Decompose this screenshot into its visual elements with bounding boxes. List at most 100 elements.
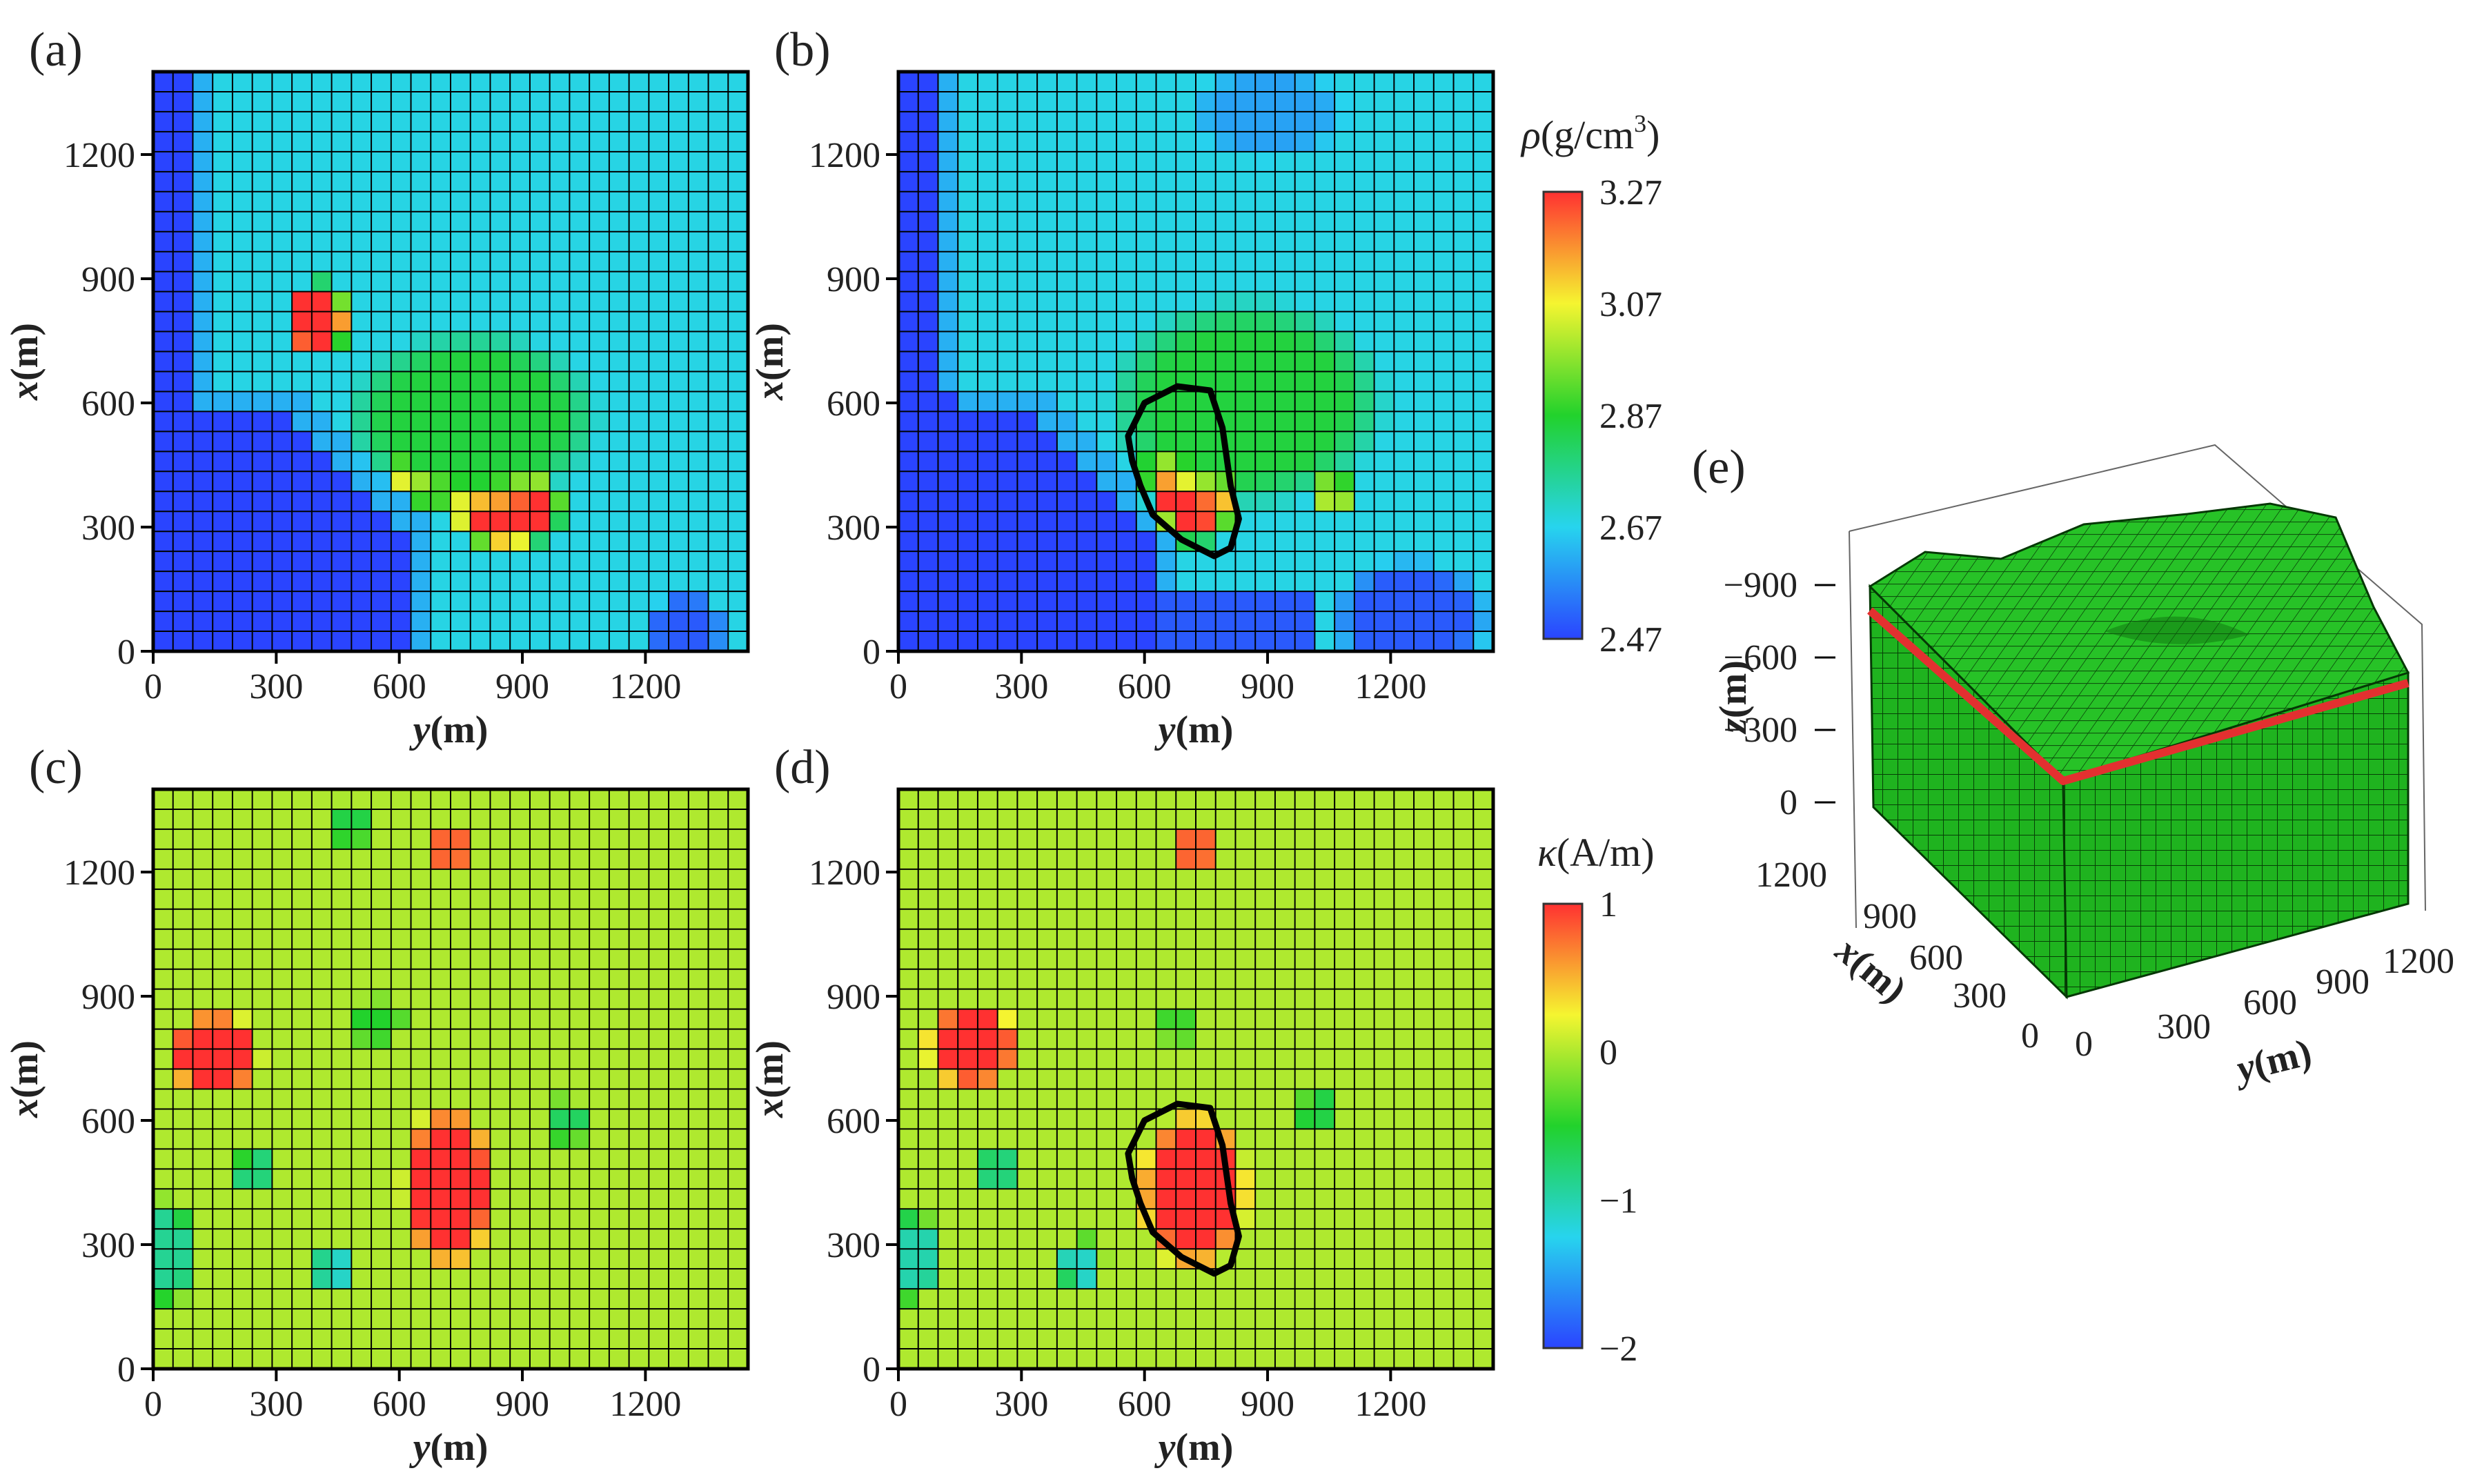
heatmap-cell [1056, 311, 1078, 333]
heatmap-cell [958, 631, 978, 652]
heatmap-cell [569, 1189, 590, 1209]
heatmap-cell [411, 1309, 431, 1329]
heatmap-cell [213, 1129, 233, 1149]
heatmap-cell [292, 949, 313, 970]
heatmap-cell [490, 191, 511, 212]
heatmap-cell [688, 291, 709, 313]
heatmap-cell [232, 151, 253, 172]
heatmap-cell [1414, 331, 1435, 353]
heatmap-cell [1354, 1229, 1375, 1249]
heatmap-cell [431, 411, 451, 432]
heatmap-cell [1156, 271, 1176, 293]
heatmap-cell [1235, 531, 1256, 552]
heatmap-cell [1473, 809, 1494, 830]
heatmap-cell [529, 1129, 551, 1149]
heatmap-cell [451, 1189, 471, 1209]
heatmap-cell [470, 969, 491, 990]
heatmap-cell [958, 551, 978, 572]
heatmap-cell [589, 611, 610, 632]
heatmap-cell [1294, 311, 1315, 333]
heatmap-cell [451, 1269, 471, 1289]
heatmap-cell [1215, 1349, 1236, 1369]
heatmap-cell [1215, 809, 1236, 830]
heatmap-cell [371, 511, 392, 532]
heatmap-cell [918, 291, 938, 313]
heatmap-cell [391, 411, 412, 432]
heatmap-cell [451, 1129, 471, 1149]
heatmap-cell [490, 1109, 511, 1129]
heatmap-cell [411, 231, 431, 253]
heatmap-cell [1096, 491, 1117, 512]
heatmap-cell [589, 869, 610, 890]
heatmap-cell [1136, 171, 1157, 192]
heatmap-cell [1136, 91, 1157, 112]
heatmap-cell [292, 1009, 313, 1030]
heatmap-cell [569, 829, 590, 850]
heatmap-cell [1235, 551, 1256, 572]
heatmap-cell [688, 271, 709, 293]
heatmap-cell [1314, 1049, 1335, 1070]
heatmap-cell [1433, 829, 1455, 850]
heatmap-cell [252, 511, 273, 532]
heatmap-cell [918, 391, 938, 412]
heatmap-cell [252, 1309, 273, 1329]
heatmap-cell [1334, 829, 1355, 850]
heatmap-cell [490, 1149, 511, 1169]
heatmap-cell [311, 231, 333, 253]
heatmap-cell [1354, 849, 1375, 870]
heatmap-cell [311, 1129, 333, 1149]
heatmap-cell [688, 611, 709, 632]
heatmap-cell [1017, 431, 1038, 452]
heatmap-cell [451, 809, 471, 830]
heatmap-cell [1017, 1089, 1038, 1109]
heatmap-cell [213, 231, 233, 253]
heatmap-cell [213, 371, 233, 392]
heatmap-cell [510, 1329, 531, 1349]
heatmap-cell [510, 1069, 531, 1089]
heatmap-cell [252, 909, 273, 930]
heatmap-cell [1056, 1309, 1078, 1329]
heatmap-cell [1196, 1329, 1216, 1349]
heatmap-cell [1136, 191, 1157, 212]
panel-letter-e: (e) [1692, 441, 1746, 494]
heatmap-cell [331, 1329, 352, 1349]
heatmap-cell [569, 291, 590, 313]
heatmap-cell [391, 1169, 412, 1189]
heatmap-cell [1414, 251, 1435, 273]
heatmap-cell [252, 531, 273, 552]
heatmap-cell [1056, 171, 1078, 192]
heatmap-cell [1156, 351, 1176, 372]
heatmap-cell [629, 1209, 649, 1229]
heatmap-cell [371, 1009, 392, 1030]
heatmap-cell [371, 1049, 392, 1070]
heatmap-cell [918, 131, 938, 152]
heatmap-cell [1394, 909, 1415, 930]
heatmap-cell [252, 391, 273, 412]
heatmap-cell [569, 1329, 590, 1349]
heatmap-cell [1314, 311, 1335, 333]
heatmap-cell [1017, 271, 1038, 293]
heatmap-cell [728, 1249, 749, 1269]
heatmap-cell [629, 351, 649, 372]
heatmap-cell [1017, 1149, 1038, 1169]
heatmap-cell [232, 211, 253, 233]
heatmap-cell [1334, 391, 1355, 412]
heatmap-cell [252, 151, 273, 172]
heatmap-cell [252, 371, 273, 392]
heatmap-cell [1076, 411, 1097, 432]
heatmap-cell [1215, 1329, 1236, 1349]
heatmap-cell [1255, 551, 1276, 572]
heatmap-cell [977, 411, 998, 432]
heatmap-cell [1136, 1249, 1157, 1269]
heatmap-cell [1215, 171, 1236, 192]
heatmap-cell [1156, 1329, 1176, 1349]
heatmap-cell [529, 91, 551, 112]
heatmap-cell [490, 571, 511, 592]
heatmap-cell [728, 1209, 749, 1229]
heatmap-cell [470, 171, 491, 192]
heatmap-cell [1453, 1309, 1474, 1329]
heatmap-cell [688, 969, 709, 990]
heatmap-cell [311, 211, 333, 233]
heatmap-cell [1196, 1289, 1216, 1309]
heatmap-cell [451, 531, 471, 552]
